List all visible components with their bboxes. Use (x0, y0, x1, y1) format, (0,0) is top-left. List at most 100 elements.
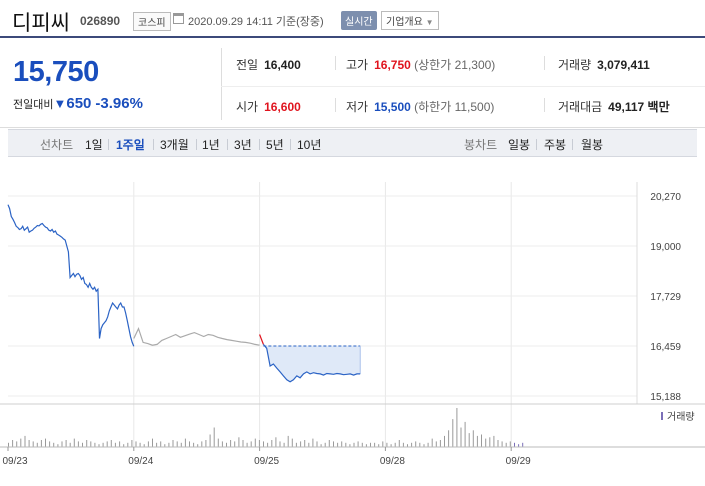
volume-bar (394, 442, 396, 447)
tab-5y[interactable]: 5년 (266, 138, 284, 152)
price-chart[interactable]: 20,270 19,000 17,729 16,459 15,188 거래량 09/23 09… (0, 160, 705, 486)
volume-bar (324, 442, 326, 447)
tab-monthly[interactable]: 월봉 (581, 138, 604, 152)
volume-bar (238, 437, 240, 448)
volume-bar (423, 444, 425, 447)
volume-bar (481, 434, 482, 447)
volume-bar (263, 441, 264, 447)
tab-1d[interactable]: 1일 (85, 138, 103, 152)
y-tick-label: 20,270 (650, 192, 681, 203)
volume-bar (184, 438, 186, 447)
volume-bar (57, 444, 59, 447)
volume-bar (365, 444, 367, 447)
y-tick-label: 15,188 (650, 392, 681, 403)
candle-chart-label: 봉차트 (464, 138, 498, 152)
divider (544, 98, 545, 112)
volume-bar (411, 442, 413, 447)
volume-bar (164, 444, 166, 447)
volume-bar (49, 441, 51, 447)
volume-bar (193, 442, 195, 447)
volume-bar (258, 440, 260, 447)
down-arrow-icon: ▼ (53, 96, 67, 111)
volume-bar (197, 444, 199, 447)
x-tick-label: 09/29 (506, 456, 531, 467)
upper-limit: (상한가 21,300) (414, 58, 496, 72)
volume-bar (217, 438, 219, 447)
volume-bar (345, 442, 347, 447)
change-amount: 650 (66, 95, 92, 112)
volume-bar (390, 444, 392, 447)
volume-bar (514, 442, 515, 447)
divider (108, 139, 109, 150)
volume-bar (254, 438, 256, 447)
y-tick-label: 16,459 (650, 342, 681, 353)
volume-bar (300, 441, 302, 447)
volume-bar (304, 440, 306, 447)
volume-bar (226, 442, 227, 447)
volume-bar (489, 437, 491, 448)
volume-bar (127, 442, 129, 447)
tab-1y[interactable]: 1년 (202, 138, 220, 152)
tab-10y[interactable]: 10년 (297, 138, 322, 152)
volume-bar (82, 442, 83, 447)
x-tick-label: 09/23 (2, 456, 27, 467)
volume-bar (172, 440, 174, 447)
volume-bar (28, 440, 30, 447)
open-label: 시가 (236, 100, 259, 114)
volume-bar (476, 435, 478, 447)
company-overview-button[interactable]: 기업개요 ▼ (381, 11, 439, 30)
tab-3m[interactable]: 3개월 (160, 138, 189, 152)
volume-bar (131, 440, 133, 447)
volume-bar (349, 444, 351, 447)
volume-bar (8, 442, 9, 447)
volume-bar (518, 444, 520, 447)
series-fill (263, 344, 361, 382)
volume-bar (20, 438, 22, 447)
volume-bar (230, 440, 232, 447)
volume-bar (168, 442, 170, 447)
volume-bar (110, 440, 112, 447)
volume-bar (12, 440, 14, 447)
volume: 거래량 3,079,411 (558, 56, 650, 73)
volume-bar (333, 441, 334, 447)
tab-1w[interactable]: 1주일 (116, 138, 145, 152)
divider (259, 139, 260, 150)
volume-bar (24, 435, 26, 447)
volume-bar (398, 440, 400, 447)
volume-bar (201, 441, 203, 447)
prev-close: 전일 16,400 (236, 56, 301, 73)
volume-bar (472, 430, 474, 447)
volume-label: 거래량 (558, 58, 592, 72)
volume-bar (73, 438, 75, 447)
volume-bar (271, 440, 273, 447)
lower-limit: (하한가 11,500) (414, 100, 495, 114)
realtime-badge[interactable]: 실시간 (341, 11, 377, 30)
tab-3y[interactable]: 3년 (234, 138, 252, 152)
tab-weekly[interactable]: 주봉 (544, 138, 567, 152)
volume-bar (468, 433, 470, 447)
volume-bar (427, 442, 429, 447)
volume-bar (209, 434, 211, 447)
stock-header: 디피씨 026890 코스피 2020.09.29 14:11 기준(장중) 실… (0, 0, 705, 38)
volume-bar (402, 442, 404, 447)
change-percent: -3.96% (95, 95, 143, 112)
x-tick-label: 09/24 (128, 456, 153, 467)
volume-bar (36, 442, 38, 447)
volume-bar (86, 440, 88, 447)
volume-bar (283, 442, 285, 447)
divider (536, 139, 537, 150)
x-tick-label: 09/25 (254, 456, 279, 467)
price-change: 전일대비▼650 -3.96% (13, 95, 143, 112)
volume-bar (267, 442, 269, 447)
tab-daily[interactable]: 일봉 (508, 138, 531, 152)
volume-bar (419, 442, 421, 447)
chart-period-tabs: 선차트 1일 1주일 3개월 1년 3년 5년 10년 봉차트 일봉 주봉 월봉 (8, 129, 697, 157)
price-summary: 15,750 전일대비▼650 -3.96% 전일 16,400 고가 16,750 … (0, 40, 705, 128)
volume-bar (464, 421, 466, 447)
volume-bar (160, 441, 162, 447)
divider (544, 56, 545, 70)
volume-bar (213, 427, 215, 447)
volume-bar (509, 441, 511, 447)
divider (221, 86, 705, 87)
company-overview-label: 기업개요 (386, 17, 423, 28)
